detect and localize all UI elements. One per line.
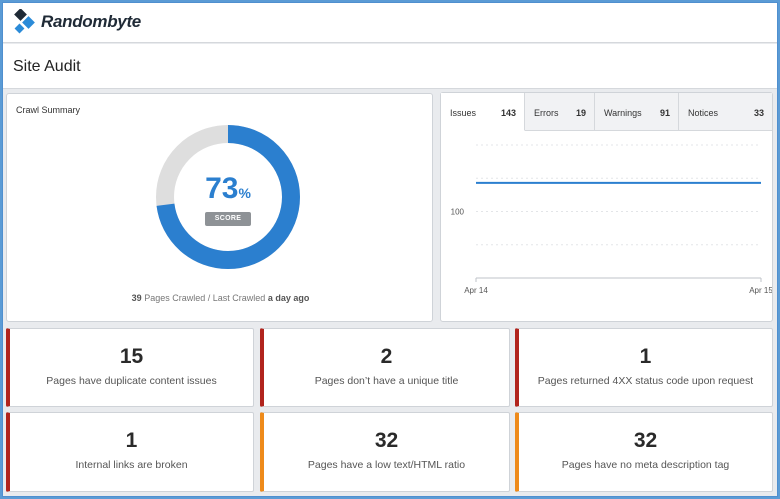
top-bar: Randombyte bbox=[3, 3, 777, 43]
issue-count: 32 bbox=[374, 429, 399, 452]
issue-description: Pages don’t have a unique title bbox=[314, 375, 459, 387]
randombyte-logo-icon bbox=[14, 9, 35, 34]
score-badge: SCORE bbox=[205, 212, 251, 226]
tab-count: 33 bbox=[753, 108, 764, 118]
tab-errors[interactable]: Errors 19 bbox=[525, 93, 595, 131]
title-bar: Site Audit bbox=[3, 44, 777, 89]
chart-x-tick-label: Apr 14 bbox=[464, 286, 488, 295]
tab-warnings[interactable]: Warnings 91 bbox=[595, 93, 679, 131]
tab-count: 91 bbox=[659, 108, 670, 118]
pages-crawled-label: Pages Crawled bbox=[144, 293, 206, 303]
crawl-summary-title: Crawl Summary bbox=[16, 105, 81, 115]
tab-label: Warnings bbox=[604, 108, 642, 118]
issue-count: 1 bbox=[639, 345, 652, 368]
last-crawled-value: a day ago bbox=[267, 293, 310, 303]
issue-description: Pages have duplicate content issues bbox=[46, 375, 217, 387]
issue-description: Internal links are broken bbox=[75, 459, 188, 471]
issue-count: 1 bbox=[125, 429, 138, 452]
tab-notices[interactable]: Notices 33 bbox=[679, 93, 772, 131]
last-crawled-label: Last Crawled bbox=[212, 293, 266, 303]
score-unit: % bbox=[238, 185, 251, 201]
issue-card-4xx-status[interactable]: 1 Pages returned 4XX status code upon re… bbox=[515, 328, 773, 407]
issue-description: Pages have no meta description tag bbox=[561, 459, 730, 471]
tab-label: Errors bbox=[534, 108, 559, 118]
issue-card-unique-title[interactable]: 2 Pages don’t have a unique title bbox=[260, 328, 510, 407]
page-title: Site Audit bbox=[13, 58, 81, 75]
tab-count: 19 bbox=[575, 108, 586, 118]
tab-count: 143 bbox=[500, 108, 516, 118]
issue-count: 32 bbox=[633, 429, 658, 452]
issue-count: 15 bbox=[119, 345, 144, 368]
chart-y-tick-label: 100 bbox=[451, 208, 465, 217]
tab-label: Issues bbox=[450, 108, 477, 118]
tab-label: Notices bbox=[688, 108, 719, 118]
issue-card-meta-description[interactable]: 32 Pages have no meta description tag bbox=[515, 412, 773, 492]
issue-description: Pages have a low text/HTML ratio bbox=[307, 459, 466, 471]
issues-line-chart: 100 Apr 14 Apr 15 bbox=[451, 144, 772, 295]
issues-chart-panel: Issues 143 Errors 19 Warnings 91 Notices… bbox=[440, 92, 773, 322]
chart-x-tick-label: Apr 15 bbox=[749, 286, 772, 295]
crawl-summary-panel: Crawl Summary 73% SCORE 39 Pages Crawled… bbox=[6, 93, 433, 322]
issue-card-duplicate-content[interactable]: 15 Pages have duplicate content issues bbox=[6, 328, 254, 407]
issue-card-text-html-ratio[interactable]: 32 Pages have a low text/HTML ratio bbox=[260, 412, 510, 492]
crawl-info: 39 Pages Crawled / Last Crawled a day ag… bbox=[7, 293, 434, 303]
score-value: 73% bbox=[153, 172, 303, 206]
score-donut-chart bbox=[156, 125, 300, 269]
app-logo-text[interactable]: Randombyte bbox=[41, 12, 141, 31]
chart-tabs: Issues 143 Errors 19 Warnings 91 Notices… bbox=[441, 93, 772, 131]
issue-count: 2 bbox=[380, 345, 393, 368]
pages-crawled-count: 39 bbox=[131, 293, 142, 303]
crawl-info-separator: / bbox=[207, 293, 211, 303]
score-number: 73 bbox=[205, 172, 239, 205]
issue-description: Pages returned 4XX status code upon requ… bbox=[537, 375, 754, 387]
score-donut-fill bbox=[156, 125, 300, 269]
issue-card-broken-links[interactable]: 1 Internal links are broken bbox=[6, 412, 254, 492]
tab-issues[interactable]: Issues 143 bbox=[441, 93, 525, 131]
